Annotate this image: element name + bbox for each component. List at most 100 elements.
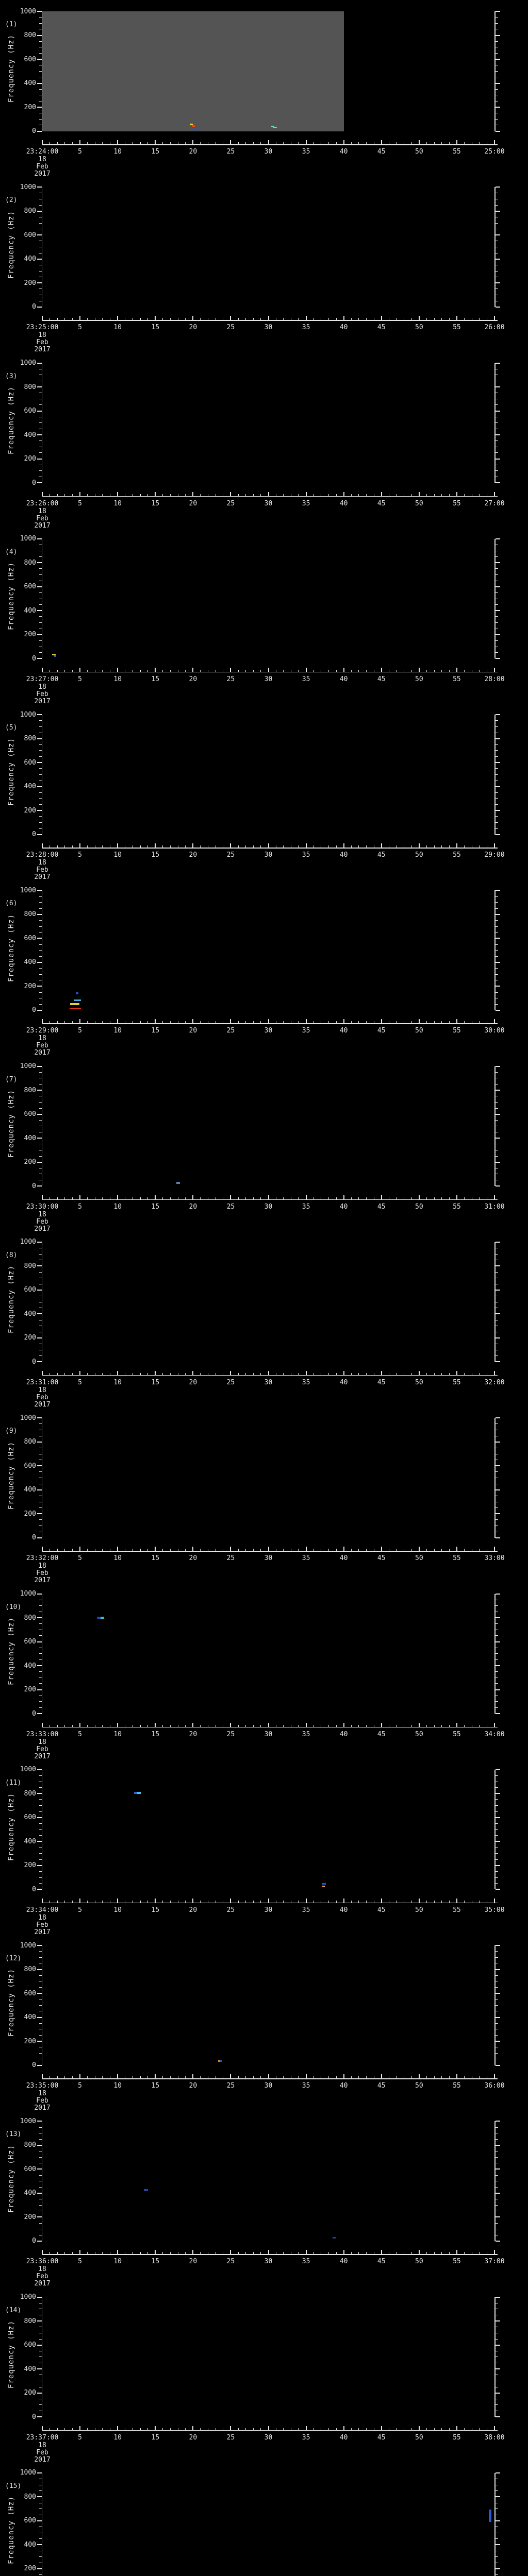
y-tick-right [495, 774, 498, 775]
x-tick-minor [162, 1372, 163, 1375]
y-tick-label: 600 [24, 758, 36, 767]
y-axis-left [41, 2472, 42, 2576]
x-tick-minor [64, 2252, 65, 2255]
x-tick-minor [64, 669, 65, 672]
x-tick-minor [147, 1724, 148, 1727]
x-tick-label: 25 [226, 1906, 235, 1914]
x-tick-minor [140, 494, 141, 496]
y-tick-left [37, 1593, 42, 1595]
x-axis [42, 671, 498, 673]
x-tick-minor [358, 1372, 359, 1375]
x-tick-major [117, 667, 119, 672]
y-tick-right [495, 961, 500, 963]
x-tick-minor [260, 845, 261, 848]
x-tick-minor [102, 2428, 103, 2430]
x-tick-minor [464, 2076, 465, 2079]
x-tick-minor [87, 1021, 88, 1024]
y-tick-left [37, 2168, 42, 2170]
y-tick-label: 200 [24, 1158, 36, 1166]
x-tick-minor [426, 1724, 427, 1727]
y-tick-right [495, 2240, 500, 2242]
y-tick-left [39, 2187, 42, 2188]
y-axis-right [494, 715, 496, 835]
y-tick-label: 400 [24, 606, 36, 615]
panel-index-label: (8) [5, 1251, 18, 1259]
x-tick-minor [260, 318, 261, 320]
y-tick-right [495, 187, 500, 188]
x-end-time-label: 26:00 [484, 324, 505, 332]
y-tick-label: 600 [24, 1814, 36, 1822]
y-tick-left [39, 2127, 42, 2128]
spectrogram-panel: 0 200 400 600 800 1000 23:28:00 5 10 15 20 25 30 35 40… [0, 703, 528, 881]
x-tick-major [343, 1019, 344, 1024]
y-tick-left [37, 890, 42, 891]
x-tick-major [230, 2426, 232, 2430]
y-tick-left [37, 1417, 42, 1419]
x-tick-label: 40 [339, 1378, 348, 1386]
x-tick-major [79, 2250, 81, 2255]
x-tick-label: 5 [78, 2258, 82, 2266]
x-tick-label: 45 [377, 675, 386, 683]
detection-mark [76, 992, 79, 994]
x-tick-minor [464, 669, 465, 672]
x-tick-minor [336, 2252, 337, 2255]
y-tick-right [495, 1951, 498, 1952]
x-tick-major [305, 843, 307, 848]
x-tick-label: 15 [151, 499, 160, 507]
y-tick-right [495, 107, 500, 108]
y-tick-left [37, 986, 42, 987]
x-tick-major [117, 1019, 119, 1024]
x-tick-label: 30 [264, 324, 273, 332]
y-tick-right [495, 270, 498, 272]
y-tick-right [495, 1877, 498, 1878]
y-tick-left [37, 834, 42, 835]
y-tick-right [495, 1787, 498, 1788]
y-axis-right [494, 1945, 496, 2065]
x-tick-minor [260, 1549, 261, 1551]
x-tick-minor [396, 1549, 397, 1551]
x-tick-label: 50 [415, 1202, 423, 1211]
y-tick-right [495, 2064, 500, 2066]
x-tick-label: 15 [151, 1027, 160, 1035]
x-start-time-label: 23:36:00 [26, 2258, 59, 2266]
y-tick-right [495, 562, 500, 564]
x-tick-minor [449, 1900, 450, 1903]
y-tick-label: 800 [24, 383, 36, 391]
date-line: 2017 [34, 170, 51, 178]
spectrogram-panel: 0 200 400 600 800 1000 23:33:00 5 10 15 20 25 30 35 40… [0, 1583, 528, 1760]
y-tick-left [39, 1853, 42, 1854]
y-tick-left [39, 1659, 42, 1660]
y-tick-label: 200 [24, 279, 36, 287]
x-tick-major [79, 1722, 81, 1727]
y-tick-right [495, 1883, 498, 1884]
x-tick-minor [72, 845, 73, 848]
y-tick-right [495, 1671, 498, 1672]
x-tick-label: 15 [151, 148, 160, 156]
y-tick-left [39, 17, 42, 18]
y-tick-label: 0 [32, 831, 36, 839]
x-tick-major [494, 1898, 495, 1903]
x-tick-minor [336, 2076, 337, 2079]
x-tick-minor [102, 1549, 103, 1551]
y-tick-right [495, 992, 498, 993]
x-tick-minor [298, 1197, 299, 1199]
x-tick-major [268, 2250, 269, 2255]
x-tick-label: 30 [264, 1202, 273, 1211]
y-tick-right [495, 950, 498, 951]
y-tick-left [39, 1951, 42, 1952]
x-tick-minor [87, 2252, 88, 2255]
x-tick-label: 15 [151, 2258, 160, 2266]
y-tick-right [495, 1361, 500, 1363]
x-tick-minor [449, 1021, 450, 1024]
x-tick-label: 25 [226, 324, 235, 332]
y-tick-right [495, 1871, 498, 1872]
y-tick-left [39, 1835, 42, 1836]
x-tick-minor [253, 1372, 254, 1375]
y-tick-right [495, 130, 500, 132]
x-tick-major [418, 2074, 420, 2079]
y-tick-left [37, 1489, 42, 1490]
date-line: Feb [36, 338, 48, 347]
x-tick-label: 35 [302, 2082, 310, 2090]
y-axis-title: Frequency (Hz) [7, 210, 15, 279]
x-tick-label: 55 [453, 2082, 461, 2090]
